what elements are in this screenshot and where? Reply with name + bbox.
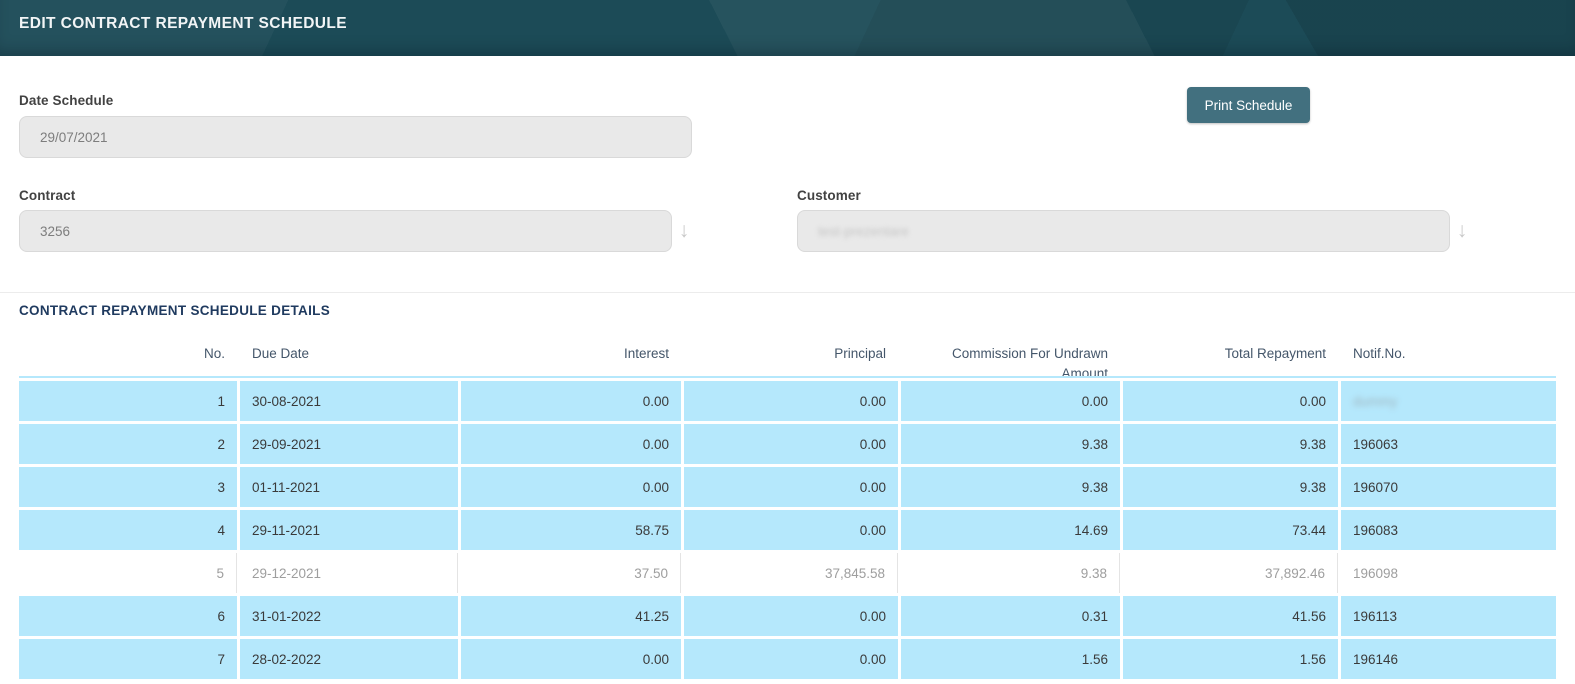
- section-divider: [0, 292, 1575, 293]
- customer-value: test-prezentare: [818, 223, 909, 239]
- cell-due-date[interactable]: 01-11-2021: [240, 467, 458, 507]
- cell-interest[interactable]: 37.50: [461, 553, 681, 593]
- date-schedule-value: 29/07/2021: [40, 129, 108, 145]
- cell-interest[interactable]: 0.00: [461, 639, 681, 679]
- cell-commission[interactable]: 0.31: [901, 596, 1120, 636]
- cell-interest[interactable]: 0.00: [461, 467, 681, 507]
- contract-input[interactable]: 3256: [19, 210, 672, 252]
- cell-interest[interactable]: 58.75: [461, 510, 681, 550]
- cell-commission[interactable]: 9.38: [901, 553, 1120, 593]
- cell-principal[interactable]: 0.00: [684, 596, 898, 636]
- cell-commission[interactable]: 1.56: [901, 639, 1120, 679]
- cell-total-repayment[interactable]: 1.56: [1123, 639, 1338, 679]
- cell-no[interactable]: 5: [19, 553, 237, 593]
- cell-due-date[interactable]: 29-12-2021: [240, 553, 458, 593]
- cell-interest[interactable]: 0.00: [461, 381, 681, 421]
- repayment-schedule-table: 1 30-08-2021 0.00 0.00 0.00 0.00 dummy 2 29-09-2…: [19, 376, 1556, 682]
- cell-notif-no[interactable]: 196063: [1341, 424, 1556, 464]
- cell-commission[interactable]: 9.38: [901, 424, 1120, 464]
- cell-due-date[interactable]: 31-01-2022: [240, 596, 458, 636]
- cell-notif-no[interactable]: 196146: [1341, 639, 1556, 679]
- cell-total-repayment[interactable]: 73.44: [1123, 510, 1338, 550]
- cell-notif-no[interactable]: 196083: [1341, 510, 1556, 550]
- cell-no[interactable]: 6: [19, 596, 237, 636]
- date-schedule-label: Date Schedule: [19, 93, 114, 108]
- table-row[interactable]: 4 29-11-2021 58.75 0.00 14.69 73.44 196083: [19, 510, 1556, 550]
- print-schedule-button[interactable]: Print Schedule: [1187, 87, 1310, 123]
- column-header-interest: Interest: [623, 346, 669, 361]
- cell-principal[interactable]: 0.00: [684, 467, 898, 507]
- cell-principal[interactable]: 0.00: [684, 510, 898, 550]
- cell-total-repayment[interactable]: 0.00: [1123, 381, 1338, 421]
- cell-notif-no[interactable]: 196070: [1341, 467, 1556, 507]
- page-title: EDIT CONTRACT REPAYMENT SCHEDULE: [19, 15, 347, 32]
- table-row[interactable]: 7 28-02-2022 0.00 0.00 1.56 1.56 196146: [19, 639, 1556, 679]
- cell-principal[interactable]: 37,845.58: [684, 553, 898, 593]
- table-row[interactable]: 6 31-01-2022 41.25 0.00 0.31 41.56 196113: [19, 596, 1556, 636]
- cell-no[interactable]: 2: [19, 424, 237, 464]
- contract-dropdown-arrow-icon[interactable]: ↓: [678, 219, 690, 242]
- details-section-title: CONTRACT REPAYMENT SCHEDULE DETAILS: [19, 303, 331, 318]
- page-header: EDIT CONTRACT REPAYMENT SCHEDULE: [0, 0, 1575, 56]
- column-header-total-repayment: Total Repayment: [1224, 346, 1326, 361]
- table-row[interactable]: 3 01-11-2021 0.00 0.00 9.38 9.38 196070: [19, 467, 1556, 507]
- cell-commission[interactable]: 14.69: [901, 510, 1120, 550]
- cell-notif-no[interactable]: 196113: [1341, 596, 1556, 636]
- customer-label: Customer: [797, 188, 861, 203]
- date-schedule-input[interactable]: 29/07/2021: [19, 116, 692, 158]
- cell-no[interactable]: 4: [19, 510, 237, 550]
- cell-interest[interactable]: 41.25: [461, 596, 681, 636]
- cell-principal[interactable]: 0.00: [684, 639, 898, 679]
- cell-total-repayment[interactable]: 41.56: [1123, 596, 1338, 636]
- cell-notif-no[interactable]: dummy: [1341, 381, 1556, 421]
- cell-notif-no[interactable]: 196098: [1341, 553, 1556, 593]
- table-row[interactable]: 1 30-08-2021 0.00 0.00 0.00 0.00 dummy: [19, 381, 1556, 421]
- cell-interest[interactable]: 0.00: [461, 424, 681, 464]
- cell-no[interactable]: 3: [19, 467, 237, 507]
- table-row[interactable]: 5 29-12-2021 37.50 37,845.58 9.38 37,892.46 19…: [19, 553, 1556, 593]
- cell-no[interactable]: 7: [19, 639, 237, 679]
- cell-total-repayment[interactable]: 37,892.46: [1123, 553, 1338, 593]
- contract-value: 3256: [40, 223, 71, 239]
- cell-principal[interactable]: 0.00: [684, 424, 898, 464]
- customer-dropdown-arrow-icon[interactable]: ↓: [1456, 219, 1468, 242]
- cell-due-date[interactable]: 29-11-2021: [240, 510, 458, 550]
- redacted-notif-value: dummy: [1353, 393, 1398, 409]
- cell-commission[interactable]: 0.00: [901, 381, 1120, 421]
- cell-total-repayment[interactable]: 9.38: [1123, 467, 1338, 507]
- cell-commission[interactable]: 9.38: [901, 467, 1120, 507]
- contract-label: Contract: [19, 188, 76, 203]
- column-header-due-date: Due Date: [252, 346, 310, 361]
- cell-due-date[interactable]: 30-08-2021: [240, 381, 458, 421]
- table-row[interactable]: 2 29-09-2021 0.00 0.00 9.38 9.38 196063: [19, 424, 1556, 464]
- cell-no[interactable]: 1: [19, 381, 237, 421]
- cell-principal[interactable]: 0.00: [684, 381, 898, 421]
- cell-total-repayment[interactable]: 9.38: [1123, 424, 1338, 464]
- column-header-no: No.: [203, 346, 225, 361]
- customer-input[interactable]: test-prezentare: [797, 210, 1450, 252]
- column-header-principal: Principal: [834, 346, 886, 361]
- cell-due-date[interactable]: 29-09-2021: [240, 424, 458, 464]
- column-header-notif-no: Notif.No.: [1353, 346, 1406, 361]
- cell-due-date[interactable]: 28-02-2022: [240, 639, 458, 679]
